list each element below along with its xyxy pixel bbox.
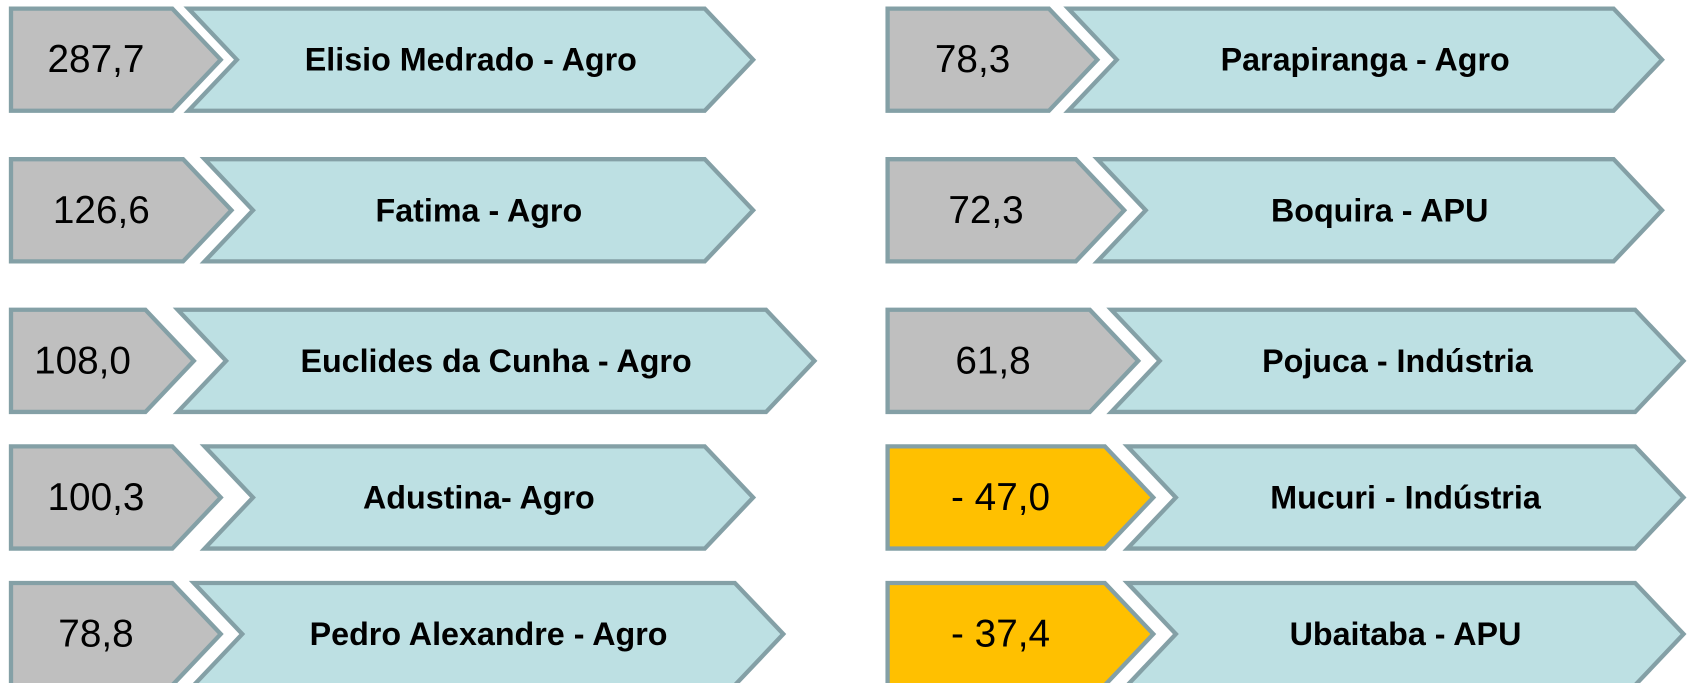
- value-box: [885, 307, 1142, 415]
- value-box: [885, 6, 1101, 113]
- chevron: [1092, 157, 1665, 264]
- chevron: [1122, 580, 1687, 683]
- label: Fatima - Agro: [376, 192, 583, 228]
- chevron: [172, 307, 818, 415]
- chevron: [1122, 444, 1687, 551]
- chevron: [1063, 6, 1665, 113]
- value: 78,3: [935, 38, 1010, 81]
- chevron: [183, 6, 757, 113]
- chevron: [1106, 307, 1687, 415]
- chevron: [188, 580, 787, 683]
- value-box: [8, 157, 235, 264]
- label: Elisio Medrado - Agro: [305, 42, 637, 78]
- value: 126,6: [53, 189, 150, 232]
- label: Pojuca - Indústria: [1262, 343, 1534, 379]
- value: - 37,4: [951, 613, 1050, 656]
- value-box: [885, 580, 1157, 683]
- value: 287,7: [48, 38, 145, 81]
- value-box: [8, 307, 197, 415]
- value: 78,8: [58, 613, 133, 656]
- label: Boquira - APU: [1271, 192, 1488, 228]
- value-box: [8, 444, 224, 551]
- value: 72,3: [948, 189, 1023, 232]
- value: - 47,0: [951, 476, 1050, 519]
- label: Mucuri - Indústria: [1270, 479, 1542, 515]
- value-box: [885, 157, 1128, 264]
- value: 61,8: [955, 339, 1030, 382]
- chevron: [199, 157, 757, 264]
- value-box: [885, 444, 1157, 551]
- value-box: [8, 6, 224, 113]
- label: Pedro Alexandre - Agro: [310, 616, 668, 652]
- label: Ubaitaba - APU: [1290, 616, 1522, 652]
- label: Adustina- Agro: [363, 479, 595, 515]
- chevron: [199, 444, 757, 551]
- label: Euclides da Cunha - Agro: [300, 343, 691, 379]
- value-box: [8, 580, 224, 683]
- value: 100,3: [48, 476, 145, 519]
- label: Parapiranga - Agro: [1221, 42, 1510, 78]
- value: 108,0: [34, 339, 131, 382]
